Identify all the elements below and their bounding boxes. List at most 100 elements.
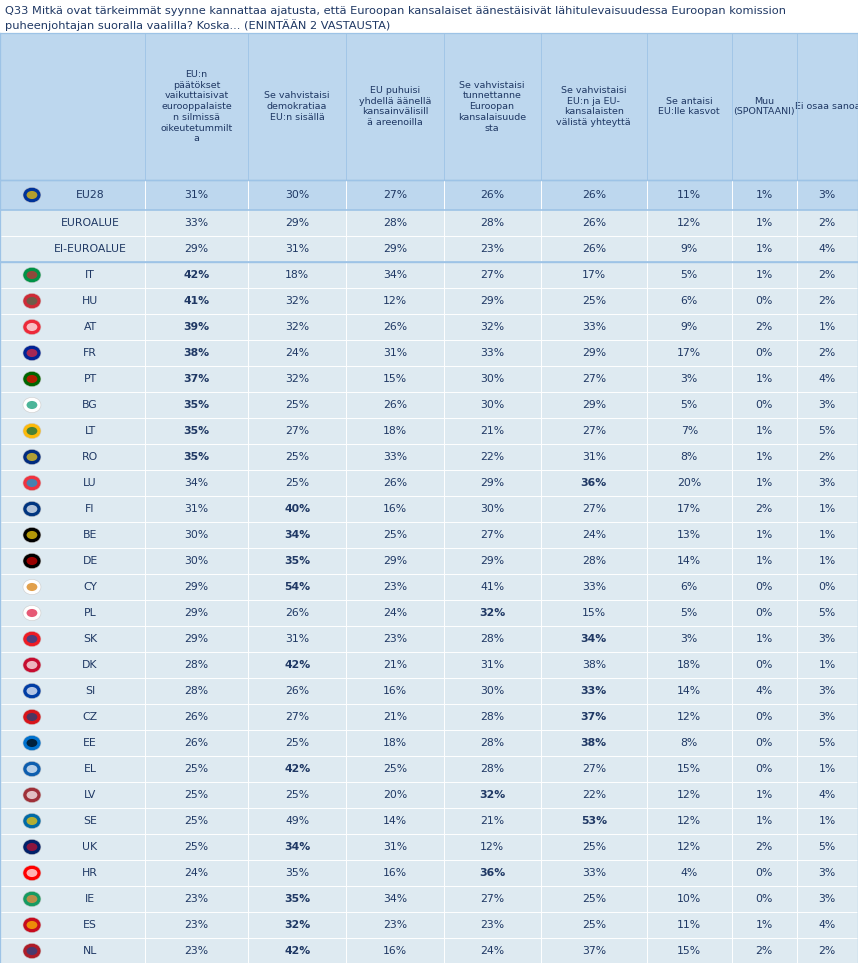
Text: FI: FI bbox=[85, 504, 94, 514]
Text: 38%: 38% bbox=[581, 738, 607, 748]
Ellipse shape bbox=[27, 687, 38, 695]
Text: SI: SI bbox=[85, 686, 95, 696]
Text: 35%: 35% bbox=[285, 868, 309, 878]
Text: 0%: 0% bbox=[755, 348, 773, 358]
Text: 1%: 1% bbox=[756, 426, 773, 436]
Text: 26%: 26% bbox=[285, 686, 309, 696]
Text: 1%: 1% bbox=[756, 478, 773, 488]
Text: 2%: 2% bbox=[819, 270, 836, 280]
Text: 35%: 35% bbox=[284, 556, 311, 566]
Text: 28%: 28% bbox=[480, 218, 505, 228]
Ellipse shape bbox=[23, 294, 41, 309]
Ellipse shape bbox=[27, 713, 38, 721]
Bar bbox=[0, 470, 858, 496]
Text: 14%: 14% bbox=[383, 816, 407, 826]
Text: 31%: 31% bbox=[184, 190, 208, 200]
Text: 1%: 1% bbox=[756, 270, 773, 280]
Text: 13%: 13% bbox=[677, 530, 701, 540]
Text: 31%: 31% bbox=[285, 244, 309, 254]
Bar bbox=[0, 600, 858, 626]
Text: 1%: 1% bbox=[756, 218, 773, 228]
Ellipse shape bbox=[27, 895, 38, 903]
Text: 42%: 42% bbox=[284, 660, 311, 670]
Text: 30%: 30% bbox=[480, 686, 505, 696]
Text: 25%: 25% bbox=[383, 764, 407, 774]
Text: 0%: 0% bbox=[755, 608, 773, 618]
Ellipse shape bbox=[23, 346, 41, 361]
Text: EU puhuisi
yhdellä äänellä
kansainvälisill
ä areenoilla: EU puhuisi yhdellä äänellä kansainvälisi… bbox=[359, 86, 431, 127]
Text: 21%: 21% bbox=[383, 660, 407, 670]
Bar bbox=[0, 180, 858, 210]
Text: 31%: 31% bbox=[383, 348, 407, 358]
Ellipse shape bbox=[27, 921, 38, 929]
Text: 26%: 26% bbox=[184, 712, 208, 722]
Text: Se antaisi
EU:lle kasvot: Se antaisi EU:lle kasvot bbox=[658, 96, 720, 117]
Text: 5%: 5% bbox=[680, 270, 698, 280]
Ellipse shape bbox=[23, 840, 41, 854]
Bar bbox=[0, 938, 858, 963]
Ellipse shape bbox=[27, 271, 38, 279]
Ellipse shape bbox=[23, 684, 41, 698]
Text: 25%: 25% bbox=[184, 842, 208, 852]
Text: 1%: 1% bbox=[819, 530, 836, 540]
Text: 20%: 20% bbox=[383, 790, 407, 800]
Text: 28%: 28% bbox=[480, 764, 505, 774]
Text: 9%: 9% bbox=[680, 244, 698, 254]
Bar bbox=[0, 678, 858, 704]
Text: 36%: 36% bbox=[479, 868, 505, 878]
Text: IT: IT bbox=[85, 270, 95, 280]
Text: 18%: 18% bbox=[285, 270, 309, 280]
Text: 37%: 37% bbox=[581, 712, 607, 722]
Bar bbox=[0, 314, 858, 340]
Text: ES: ES bbox=[83, 920, 97, 930]
Text: 5%: 5% bbox=[680, 608, 698, 618]
Ellipse shape bbox=[27, 635, 38, 643]
Text: 3%: 3% bbox=[680, 374, 698, 384]
Text: 25%: 25% bbox=[285, 790, 309, 800]
Text: LT: LT bbox=[84, 426, 95, 436]
Text: 25%: 25% bbox=[285, 478, 309, 488]
Ellipse shape bbox=[23, 268, 41, 283]
Bar bbox=[0, 33, 858, 180]
Bar bbox=[0, 782, 858, 808]
Text: 4%: 4% bbox=[756, 686, 773, 696]
Text: 29%: 29% bbox=[285, 218, 309, 228]
Text: 29%: 29% bbox=[582, 348, 606, 358]
Text: 15%: 15% bbox=[582, 608, 606, 618]
Text: 0%: 0% bbox=[755, 738, 773, 748]
Text: Se vahvistaisi
demokratiaa
EU:n sisällä: Se vahvistaisi demokratiaa EU:n sisällä bbox=[264, 91, 330, 121]
Text: 17%: 17% bbox=[677, 348, 701, 358]
Ellipse shape bbox=[27, 453, 38, 461]
Text: IE: IE bbox=[85, 894, 95, 904]
Text: 30%: 30% bbox=[480, 374, 505, 384]
Bar bbox=[0, 652, 858, 678]
Text: 32%: 32% bbox=[285, 296, 309, 306]
Text: 17%: 17% bbox=[582, 270, 606, 280]
Text: RO: RO bbox=[82, 452, 98, 462]
Text: 5%: 5% bbox=[819, 738, 836, 748]
Text: 23%: 23% bbox=[383, 634, 407, 644]
Text: 37%: 37% bbox=[184, 374, 209, 384]
Ellipse shape bbox=[23, 944, 41, 958]
Text: 28%: 28% bbox=[582, 556, 606, 566]
Text: Muu
(SPONTAANI): Muu (SPONTAANI) bbox=[734, 96, 795, 117]
Ellipse shape bbox=[27, 739, 38, 747]
Text: 5%: 5% bbox=[819, 426, 836, 436]
Ellipse shape bbox=[27, 401, 38, 409]
Bar bbox=[0, 496, 858, 522]
Text: 0%: 0% bbox=[755, 712, 773, 722]
Text: 31%: 31% bbox=[480, 660, 505, 670]
Text: 1%: 1% bbox=[756, 634, 773, 644]
Text: CY: CY bbox=[83, 582, 97, 592]
Ellipse shape bbox=[23, 658, 41, 672]
Text: 23%: 23% bbox=[383, 920, 407, 930]
Text: AT: AT bbox=[83, 322, 97, 332]
Text: 3%: 3% bbox=[819, 686, 836, 696]
Text: 25%: 25% bbox=[184, 790, 208, 800]
Ellipse shape bbox=[23, 502, 41, 517]
Text: 26%: 26% bbox=[285, 608, 309, 618]
Bar bbox=[0, 522, 858, 548]
Text: 24%: 24% bbox=[184, 868, 208, 878]
Text: 24%: 24% bbox=[480, 946, 505, 956]
Text: 29%: 29% bbox=[480, 296, 505, 306]
